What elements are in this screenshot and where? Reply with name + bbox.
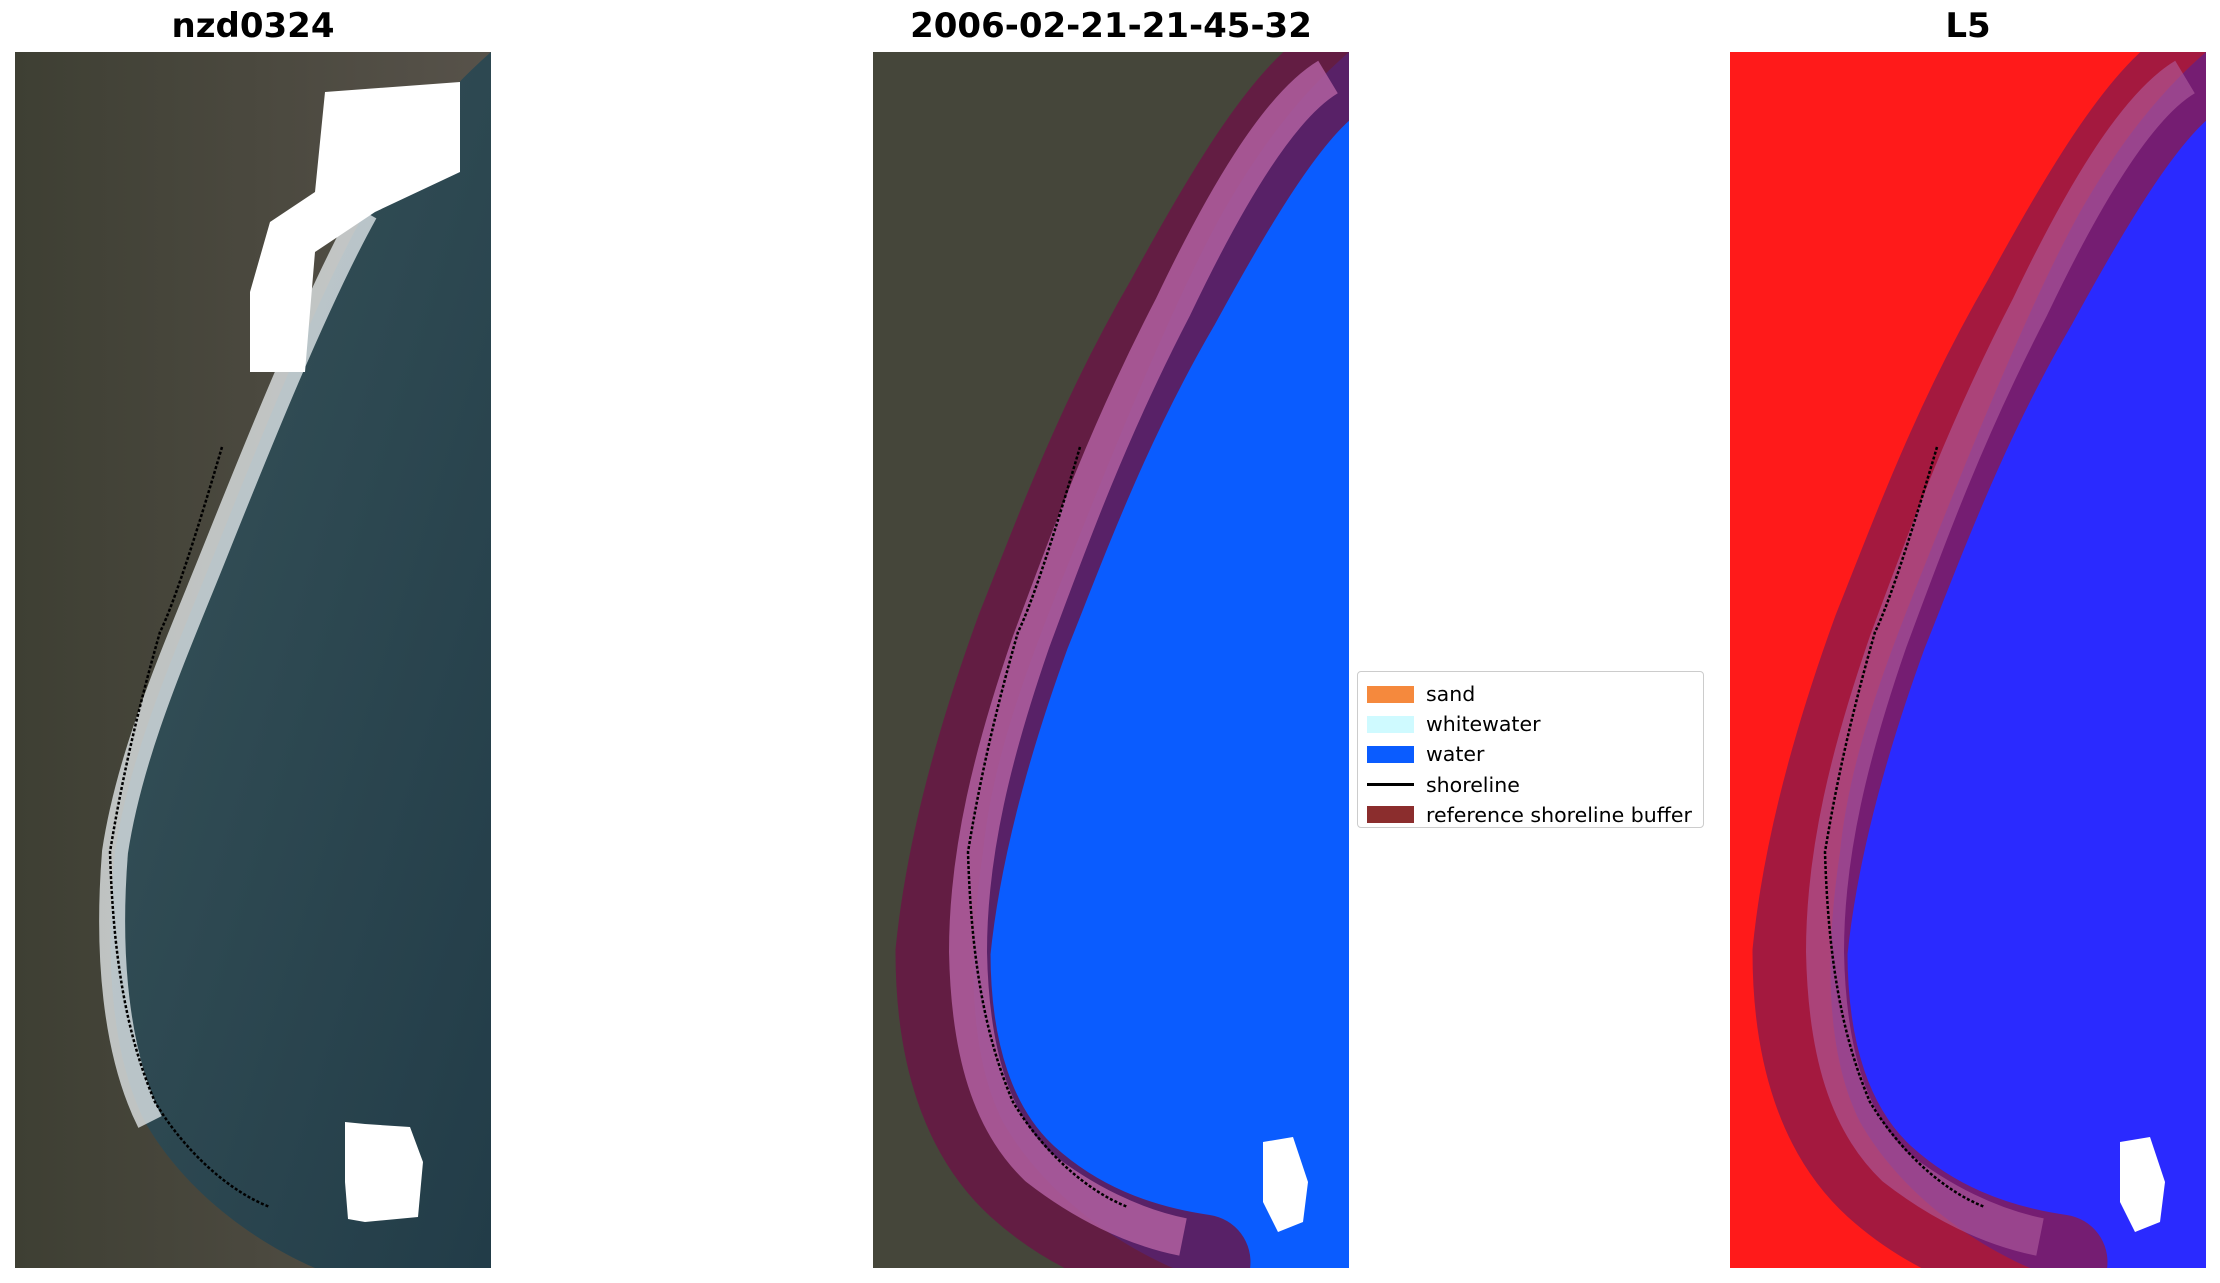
legend-label: shoreline	[1426, 772, 1520, 797]
index-water	[1830, 52, 2206, 1268]
panel-title-2: 2006-02-21-21-45-32	[910, 6, 1312, 46]
panel-title-3: L5	[1945, 6, 1991, 46]
legend-item-whitewater: whitewater	[1358, 709, 1703, 739]
legend: sand whitewater water shoreline referenc…	[1357, 671, 1704, 828]
legend-label: whitewater	[1426, 712, 1541, 737]
water-swatch	[1367, 745, 1414, 763]
rgb-image-panel	[15, 52, 491, 1268]
rgb-image	[15, 52, 491, 1268]
legend-item-water: water	[1358, 739, 1703, 769]
legend-label: water	[1426, 742, 1485, 767]
classified-image	[873, 52, 1349, 1268]
shoreline-line	[108, 446, 271, 1209]
legend-item-sand: sand	[1358, 679, 1703, 709]
cloud-mask-north	[250, 82, 460, 372]
legend-item-buffer: reference shoreline buffer	[1358, 800, 1703, 830]
legend-label: reference shoreline buffer	[1426, 802, 1692, 827]
whitewater-swatch	[1367, 715, 1414, 733]
shoreline-line	[966, 446, 1129, 1209]
sea-area	[110, 52, 491, 1268]
cloud-mask-south	[1263, 1137, 1308, 1232]
legend-label: sand	[1426, 682, 1476, 707]
index-image	[1730, 52, 2206, 1268]
legend-item-shoreline: shoreline	[1358, 770, 1703, 800]
buffer-inner-band	[948, 60, 1339, 1256]
index-image-panel	[1730, 52, 2206, 1268]
shoreline-line	[1823, 446, 1986, 1209]
cloud-mask-south	[345, 1122, 423, 1222]
sand-swatch	[1367, 685, 1414, 703]
panel-title-1: nzd0324	[171, 6, 335, 46]
classified-image-panel	[873, 52, 1349, 1268]
cloud-mask-south	[2120, 1137, 2165, 1232]
buffer-inner-band	[1805, 60, 2196, 1256]
shoreline-swatch	[1367, 783, 1414, 787]
classified-water	[973, 52, 1349, 1268]
buffer-swatch	[1367, 806, 1414, 824]
